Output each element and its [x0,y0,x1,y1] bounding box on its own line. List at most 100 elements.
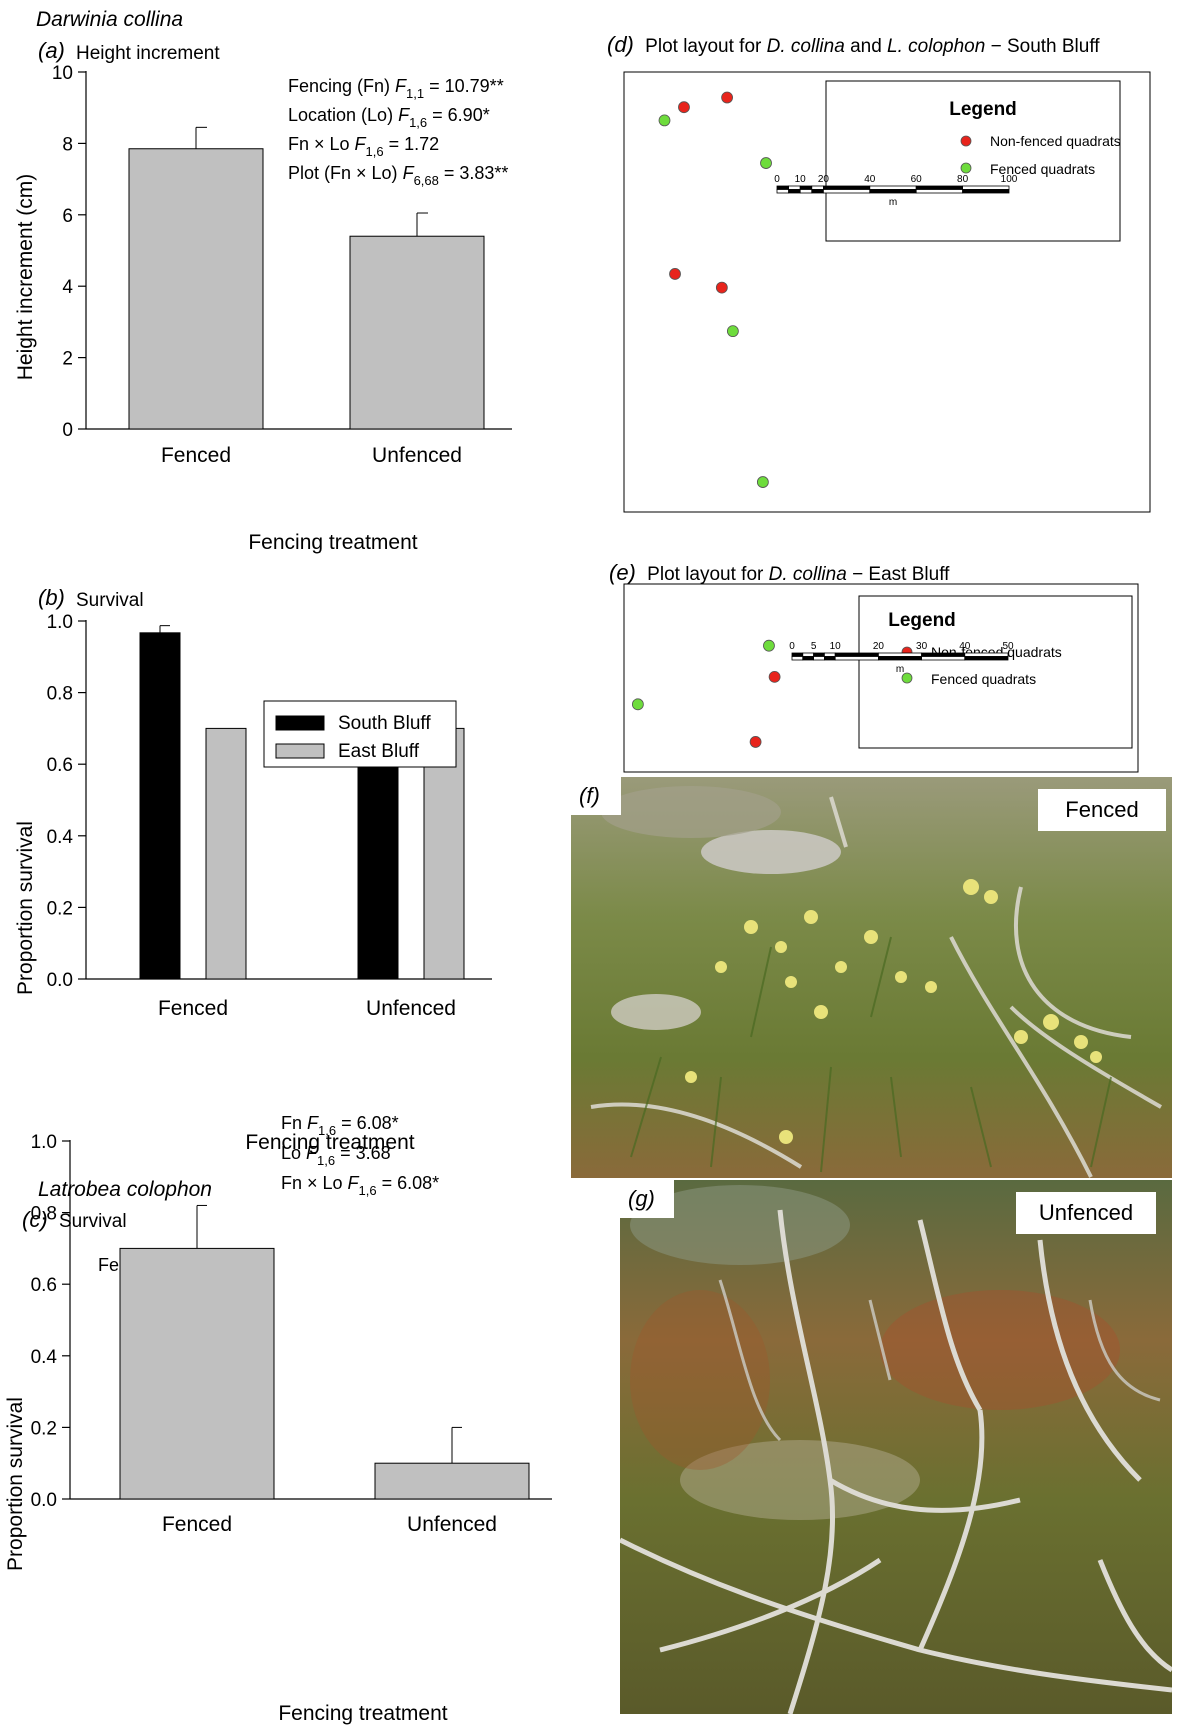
stat-variable: F [306,1143,318,1163]
stat-subscript: 1,6 [318,1123,336,1138]
scale-segment [799,189,813,194]
scale-segment [964,656,1009,661]
scale-segment [921,652,966,657]
nonfenced-quadrat-point [669,268,681,280]
stat-line: Fn × Lo F1,6 = 1.72 [288,134,439,159]
x-category-label: Fenced [158,997,228,1020]
species-title-darwinia: Darwinia collina [36,8,183,31]
bar-fenced-east-bluff [205,727,247,980]
panel-b-xlabel: Fencing treatment [245,1131,414,1154]
panel-a-label: (a) [38,38,65,63]
y-tick-label: 6 [62,206,73,227]
map-e-scale-bar: 0 5 10 20 30 40 50 m [789,641,1014,675]
stat-subscript: 1,6 [366,144,384,159]
panel-d-title: (d) Plot layout for D. collina and L. co… [607,32,1100,57]
panel-a-ylabel: Height increment (cm) [14,174,37,381]
x-category-label: Unfenced [372,444,462,467]
scale-segment [802,652,815,657]
bar-unfenced [349,235,485,430]
bar-unfenced-south-bluff [357,739,399,980]
scale-segment [823,656,836,661]
scale-segment [776,189,789,194]
scale-segment [962,189,1010,194]
scale-segment [788,185,801,190]
map-d-points [658,91,772,488]
nonfenced-quadrat-point [768,670,781,683]
scale-unit: m [896,664,904,675]
scale-segment [791,656,804,661]
y-tick-label: 1.0 [47,612,73,633]
scale-tick-label: 10 [830,641,842,652]
stat-subscript: 1,6 [409,115,427,130]
map-d-legend-green-dot [960,162,972,174]
map-d-legend-nonfenced: Non-fenced quadrats [990,133,1121,149]
panel-b-ylabel: Proportion survival [14,821,37,995]
scale-tick-label: 0 [774,174,780,185]
map-d-legend-fenced: Fenced quadrats [990,161,1095,177]
panel-e-label: (e) [609,560,636,585]
stat-subscript: 1,6 [317,1153,335,1168]
fenced-quadrat-point [658,114,671,127]
legend-east-bluff-label: East Bluff [338,741,420,762]
y-tick-label: 0.6 [31,1275,57,1296]
x-category-label: Fenced [162,1513,232,1536]
scale-tick-label: 20 [873,641,885,652]
panel-a-subtitle: Height increment [76,43,220,64]
stat-subscript: 1,6 [359,1183,377,1198]
scale-segment [813,656,825,661]
stat-text: Fn × Lo [288,134,355,154]
chart-height-increment: Darwinia collina (a) Height increment Fe… [14,8,512,554]
x-category-label: Unfenced [366,997,456,1020]
scale-unit: m [889,197,897,208]
scale-tick-label: 60 [911,174,923,185]
stat-line: Fn × Lo F1,6 = 6.08* [281,1173,439,1198]
scale-segment [802,656,815,661]
panel-c-ylabel: Proportion survival [4,1397,27,1571]
panel-d-title-sp1: D. collina [767,36,845,57]
photo-unfenced-caption: Unfenced [1016,1192,1156,1234]
x-category-label: Unfenced [407,1513,497,1536]
photo-fenced-caption: Fenced [1038,789,1166,831]
bar-fenced [128,148,264,430]
panel-b-subtitle: Survival [76,590,144,611]
stat-value: = 1.72 [384,134,440,154]
y-tick-label: 4 [62,277,73,298]
scale-tick-label: 0 [789,641,795,652]
y-tick-label: 0.4 [47,827,74,848]
scale-segment [813,652,825,657]
scale-tick-label: 40 [959,641,971,652]
fenced-quadrat-point [631,698,644,711]
stat-text: Fn [281,1113,307,1133]
stat-value: = 6.90* [427,105,490,125]
panel-c-label: (c) [22,1207,48,1232]
chart-survival-by-location: (b) Survival Fn F1,6 = 6.08*Lo F1,6 = 3.… [14,585,492,1198]
scale-segment [788,189,801,194]
legend-south-bluff-label: South Bluff [338,713,431,734]
panel-e-title: (e) Plot layout for D. collina − East Bl… [609,560,950,585]
nonfenced-quadrat-point [721,91,733,104]
species-title-latrobea: Latrobea colophon [38,1178,212,1201]
scale-tick-label: 50 [1002,641,1014,652]
scale-segment [799,185,813,190]
map-d-legend: Legend Non-fenced quadrats Fenced quadra… [774,80,1121,242]
fenced-quadrat-point [760,157,772,169]
y-tick-label: 0.4 [31,1347,58,1368]
stat-variable: F [348,1173,360,1193]
fenced-quadrat-point [756,476,769,488]
scale-tick-label: 10 [795,174,807,185]
stat-text: Lo [281,1143,306,1163]
panel-d-title-sp2: L. colophon [887,36,985,57]
stat-variable: F [403,163,415,183]
stat-line: Location (Lo) F1,6 = 6.90* [288,105,490,130]
scale-segment [822,185,871,190]
scale-tick-label: 80 [957,174,969,185]
map-south-bluff: (d) Plot layout for D. collina and L. co… [607,32,1151,513]
photo-fenced: (f) Fenced [571,777,1172,1178]
stat-line: Lo F1,6 = 3.68 [281,1143,391,1168]
nonfenced-quadrat-point [678,101,690,114]
scale-tick-label: 5 [811,641,817,652]
scale-segment [811,185,824,190]
scale-tick-label: 40 [864,174,876,185]
panel-c-xlabel: Fencing treatment [278,1702,447,1725]
stat-variable: F [307,1113,319,1133]
